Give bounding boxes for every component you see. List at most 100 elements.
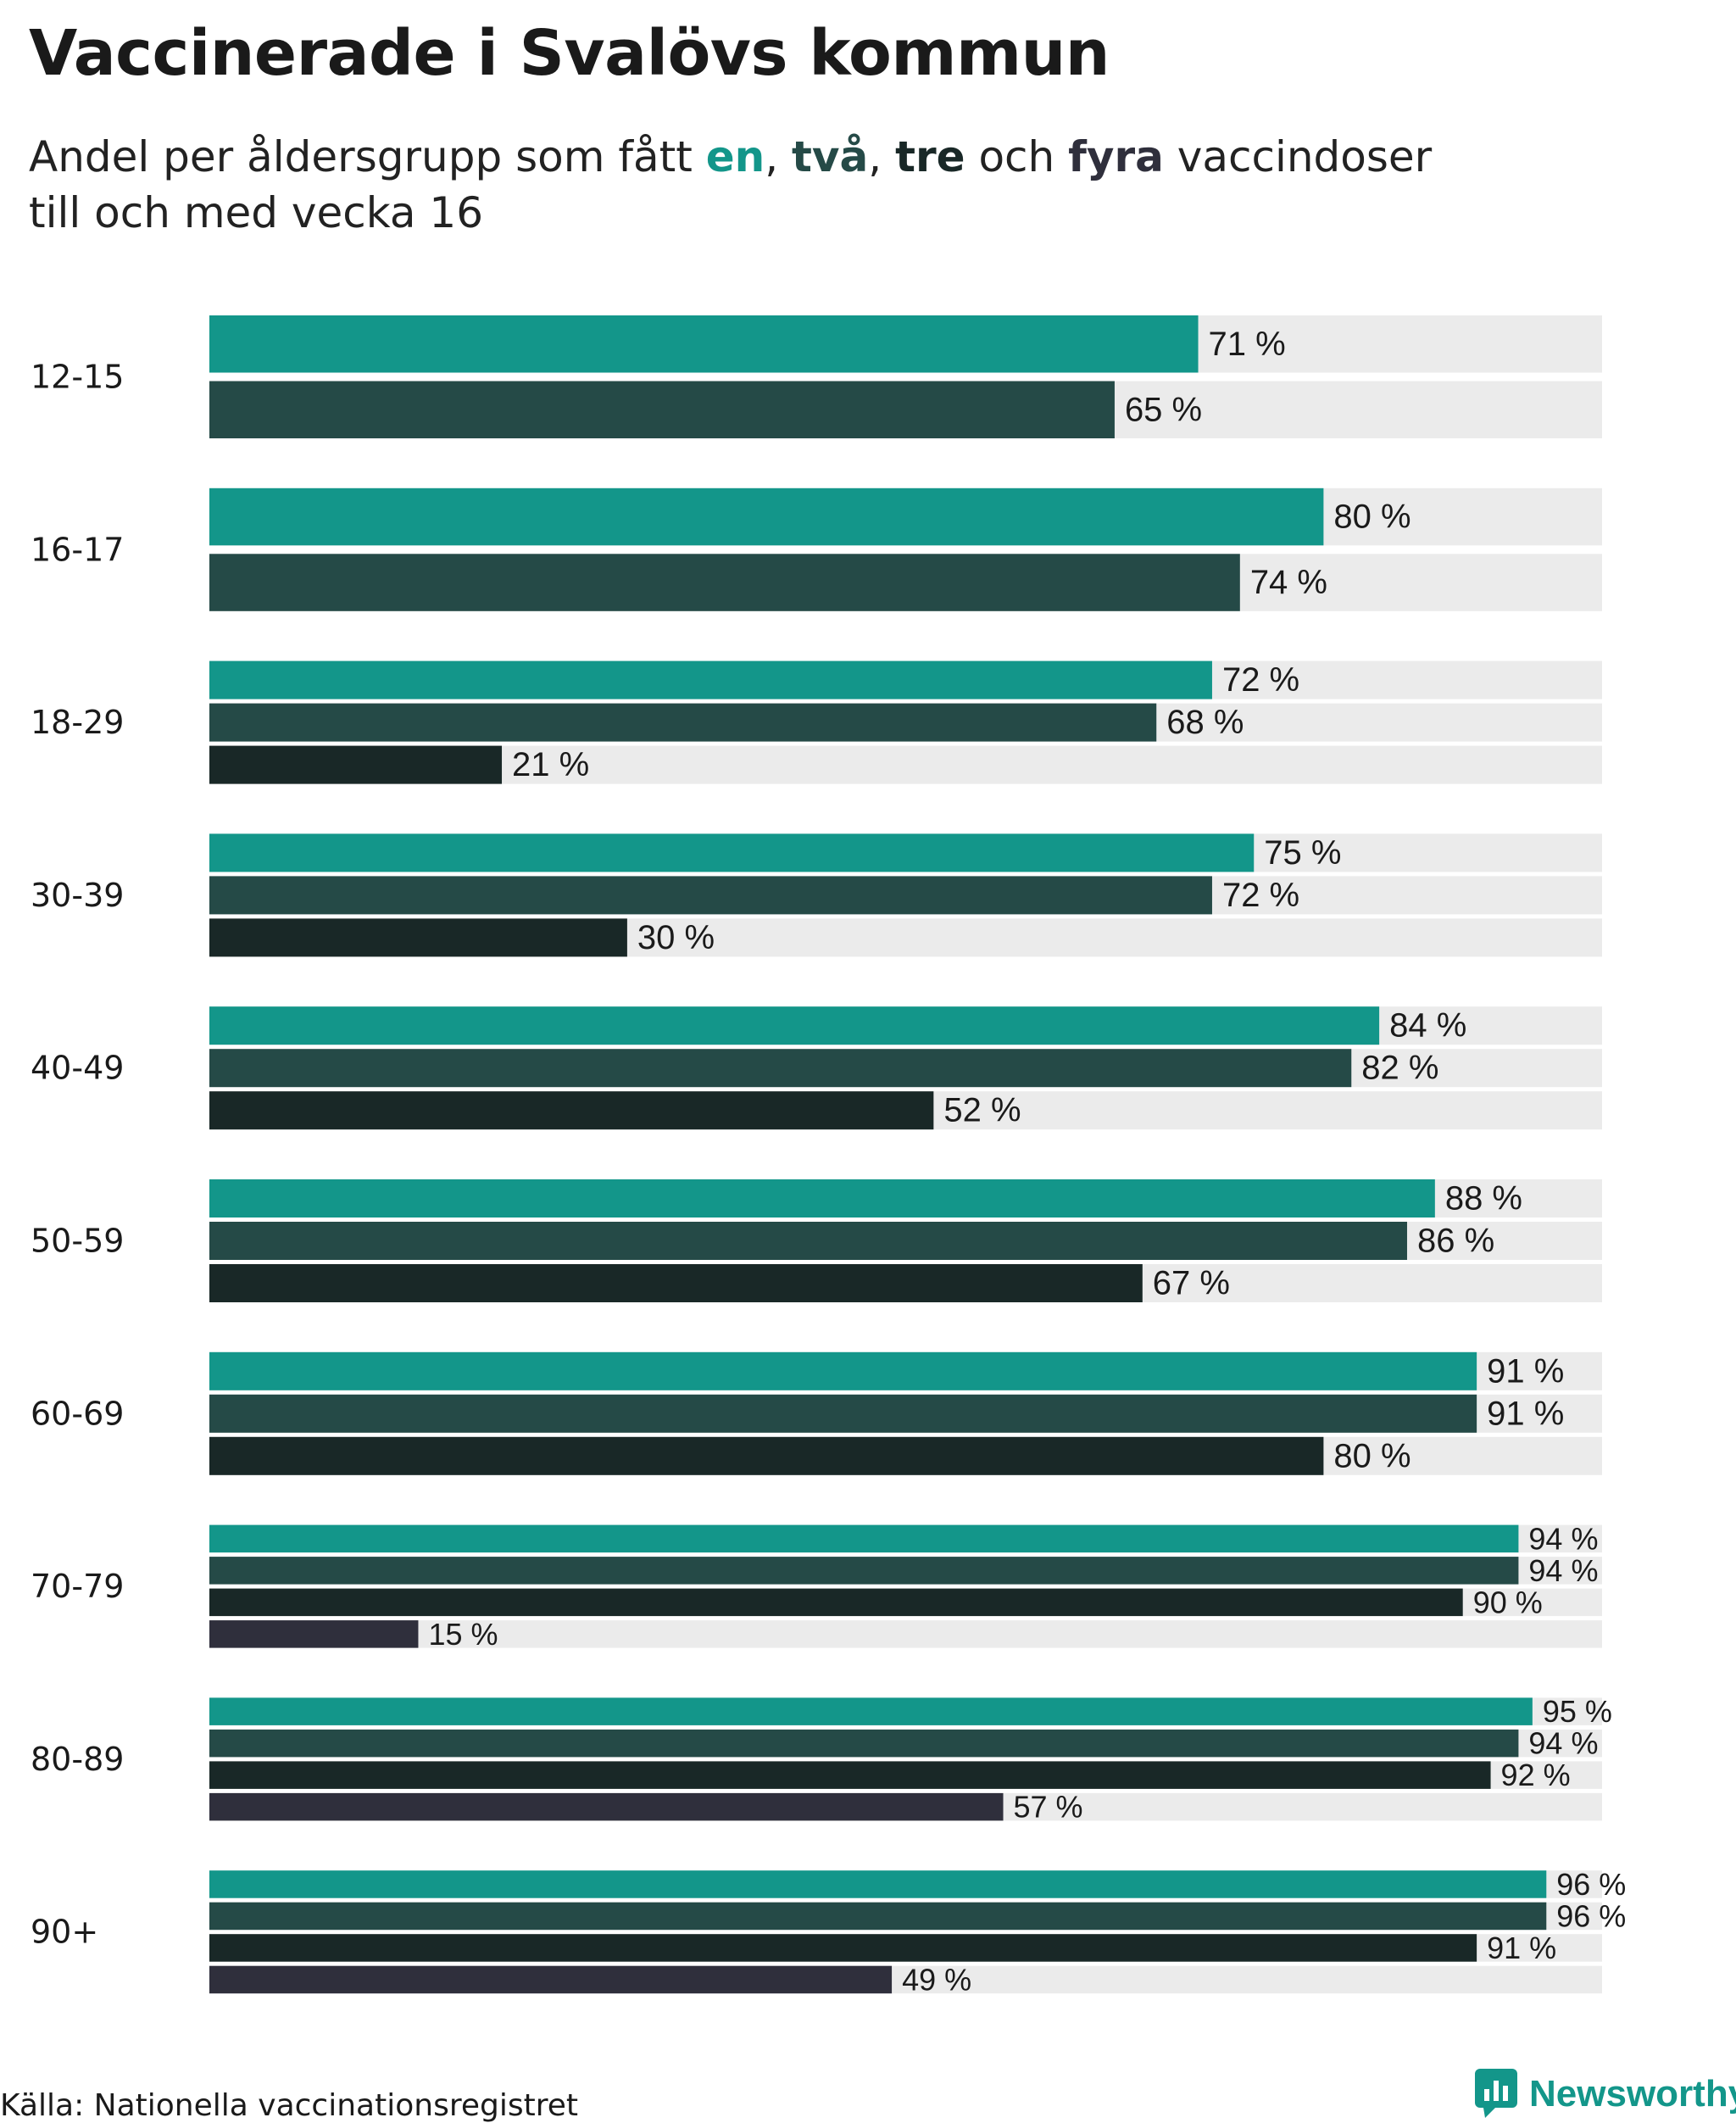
- category-label: 90+: [31, 1914, 98, 1951]
- subtitle-line2: till och med vecka 16: [29, 188, 484, 237]
- category-label: 16-17: [31, 531, 124, 568]
- category-label: 60-69: [31, 1395, 124, 1432]
- bar-tre-50-59: [209, 1264, 1143, 1302]
- bar-group-16-17: 80 %74 % 16-17: [31, 488, 1602, 611]
- category-label: 80-89: [31, 1741, 124, 1778]
- bar-två-60-69: [209, 1394, 1477, 1433]
- subtitle-separator: och: [965, 132, 1069, 181]
- bar-fyra-80-89: [209, 1792, 1004, 1821]
- value-label: 72 %: [1222, 661, 1299, 699]
- bar-två-30-39: [209, 876, 1212, 915]
- value-label: 82 %: [1361, 1050, 1438, 1087]
- subtitle-separator: ,: [868, 132, 896, 181]
- bar-tre-80-89: [209, 1761, 1491, 1789]
- value-label: 84 %: [1389, 1007, 1466, 1045]
- value-label: 94 %: [1528, 1726, 1598, 1761]
- value-label: 49 %: [902, 1962, 971, 1997]
- bar-två-12-15: [209, 381, 1115, 438]
- bar-två-90+: [209, 1902, 1547, 1931]
- chart-title: Vaccinerade i Svalövs kommun: [29, 17, 1110, 90]
- bar-group-30-39: 75 % 72 % 30 % 30-39: [31, 833, 1602, 957]
- value-label: 96 %: [1556, 1867, 1626, 1902]
- value-label: 94 %: [1528, 1553, 1598, 1588]
- bar-tre-18-29: [209, 745, 503, 784]
- value-label: 21 %: [512, 746, 589, 783]
- bar-fyra-90+: [209, 1965, 893, 1994]
- bar-en-60-69: [209, 1351, 1477, 1390]
- category-label: 30-39: [31, 877, 124, 914]
- subtitle-separator: ,: [765, 132, 793, 181]
- value-label: 68 %: [1166, 704, 1244, 741]
- value-label: 90 %: [1473, 1585, 1543, 1619]
- subtitle-keyword-tre: tre: [895, 132, 965, 181]
- bar-en-90+: [209, 1870, 1547, 1898]
- bar-två-40-49: [209, 1049, 1352, 1088]
- bar-en-70-79: [209, 1524, 1519, 1553]
- value-label: 67 %: [1153, 1265, 1230, 1302]
- value-label: 95 %: [1543, 1694, 1612, 1729]
- bar-två-16-17: [209, 554, 1240, 611]
- category-label: 40-49: [31, 1050, 124, 1087]
- bar-chart-icon: [1475, 2069, 1517, 2118]
- subtitle-keyword-en: en: [705, 132, 765, 181]
- value-label: 30 %: [637, 919, 715, 956]
- bar-group-18-29: 72 % 68 % 21 % 18-29: [31, 660, 1602, 784]
- category-label: 12-15: [31, 359, 124, 396]
- bar-group-60-69: 91 % 91 % 80 % 60-69: [31, 1351, 1602, 1475]
- value-label: 72 %: [1222, 877, 1299, 914]
- bar-en-30-39: [209, 833, 1255, 872]
- bar-två-50-59: [209, 1222, 1407, 1260]
- bar-en-12-15: [209, 315, 1199, 373]
- category-label: 50-59: [31, 1223, 124, 1260]
- value-label: 80 %: [1333, 1437, 1410, 1474]
- bar-fyra-70-79: [209, 1620, 419, 1648]
- bar-tre-60-69: [209, 1436, 1324, 1475]
- chart-subtitle: Andel per åldersgrupp som fått en, två, …: [29, 129, 1639, 241]
- value-label: 15 %: [428, 1617, 498, 1652]
- bar-tre-30-39: [209, 918, 627, 957]
- bar-group-50-59: 88 % 86 % 67 % 50-59: [31, 1179, 1602, 1302]
- bar-tre-70-79: [209, 1588, 1463, 1617]
- value-label: 88 %: [1445, 1180, 1522, 1218]
- category-label: 70-79: [31, 1568, 124, 1605]
- brand-name: Newsworthy: [1529, 2073, 1736, 2115]
- value-label: 52 %: [943, 1092, 1021, 1129]
- bar-tre-40-49: [209, 1091, 934, 1130]
- bar-en-40-49: [209, 1006, 1380, 1045]
- value-label: 65 %: [1125, 391, 1202, 428]
- bar-group-80-89: 95 %94 %92 % 57 % 80-89: [31, 1694, 1612, 1824]
- category-label: 18-29: [31, 704, 124, 741]
- bar-en-18-29: [209, 660, 1212, 699]
- value-label: 75 %: [1264, 834, 1341, 872]
- bar-group-90+: 96 %96 %91 % 49 % 90+: [31, 1867, 1626, 1998]
- value-label: 96 %: [1556, 1898, 1626, 1933]
- subtitle-prefix: Andel per åldersgrupp som fått: [29, 132, 706, 181]
- subtitle-keyword-fyra: fyra: [1068, 132, 1164, 181]
- bar-två-80-89: [209, 1729, 1519, 1758]
- bar-group-40-49: 84 % 82 % 52 % 40-49: [31, 1006, 1602, 1130]
- value-label: 86 %: [1417, 1223, 1494, 1260]
- bar-en-50-59: [209, 1179, 1435, 1218]
- bar-två-70-79: [209, 1557, 1519, 1585]
- bar-två-18-29: [209, 703, 1157, 742]
- value-label: 91 %: [1487, 1395, 1564, 1432]
- value-label: 74 %: [1250, 564, 1327, 601]
- value-label: 57 %: [1014, 1790, 1083, 1825]
- value-label: 71 %: [1209, 326, 1286, 363]
- bar-track: [209, 1620, 1602, 1648]
- bar-en-80-89: [209, 1697, 1533, 1725]
- source-note: Källa: Nationella vaccinationsregistret: [0, 2088, 578, 2123]
- value-label: 91 %: [1487, 1352, 1564, 1390]
- value-label: 94 %: [1528, 1521, 1598, 1556]
- value-label: 91 %: [1487, 1931, 1556, 1965]
- subtitle-line1-end: vaccindoser: [1163, 132, 1433, 181]
- value-label: 80 %: [1333, 499, 1410, 536]
- brand-logo: Newsworthy: [1475, 2069, 1736, 2120]
- bar-tre-90+: [209, 1934, 1477, 1962]
- bar-group-70-79: 94 %94 %90 %15 %70-79: [31, 1521, 1602, 1652]
- value-label: 92 %: [1501, 1758, 1571, 1792]
- subtitle-keyword-tva: två: [792, 132, 869, 181]
- bar-group-12-15: 71 %65 % 12-15: [31, 315, 1602, 438]
- bar-en-16-17: [209, 488, 1324, 546]
